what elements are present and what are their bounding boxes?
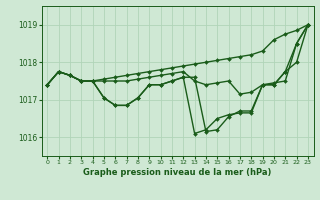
X-axis label: Graphe pression niveau de la mer (hPa): Graphe pression niveau de la mer (hPa) xyxy=(84,168,272,177)
